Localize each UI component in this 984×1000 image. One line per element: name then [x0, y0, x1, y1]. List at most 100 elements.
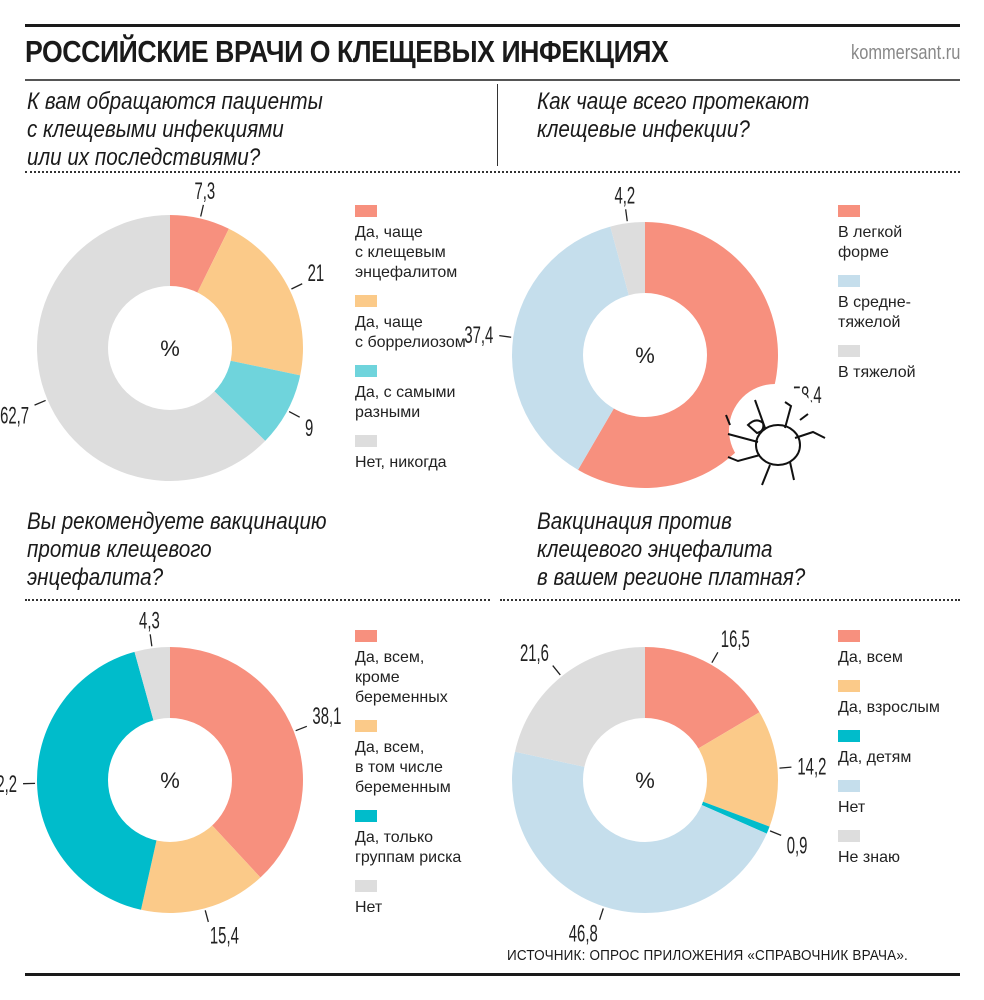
legend-label: Да, взрослым [838, 699, 940, 716]
site-credit: kommersant.ru [850, 42, 960, 64]
legend-label: Да, всем, в том числе беремен­ным [355, 739, 451, 796]
dotted-divider [25, 171, 960, 173]
value-label: 4,3 [139, 608, 160, 634]
legend-item: Нет [355, 880, 461, 918]
leader-line [499, 335, 512, 338]
leader-line [295, 725, 308, 732]
legend-label: Нет [355, 899, 383, 916]
value-label: 62,7 [0, 403, 29, 429]
bottom-rule [25, 973, 960, 976]
source-note: ИСТОЧНИК: ОПРОС ПРИЛОЖЕНИЯ «СПРАВОЧНИК В… [507, 947, 908, 964]
leader-line [291, 283, 303, 290]
leader-line [769, 830, 782, 837]
center-percent-label: % [635, 343, 655, 368]
tick-icon [725, 384, 826, 486]
donut-hole [583, 718, 707, 842]
legend-label: Да, только группам риска [355, 829, 462, 866]
legend-item: Да, чаще с боррелиозом [355, 295, 466, 353]
question-1: К вам обращаются пациенты с клещевыми ин… [27, 88, 323, 171]
legend-item: Не знаю [838, 830, 940, 868]
legend-swatch [355, 720, 377, 732]
legend-item: В тяжелой [838, 345, 916, 383]
legend-swatch [838, 830, 860, 842]
leader-line [625, 209, 628, 222]
value-label: 15,4 [210, 923, 239, 949]
value-label: 4,2 [615, 183, 636, 209]
leader-line [204, 910, 209, 923]
legend-label: Да, чаще с клещевым энцефалитом [355, 224, 458, 281]
legend-label: В средне- тяжелой [838, 294, 911, 331]
legend-item: Да, всем, кроме беременных [355, 630, 461, 708]
dotted-divider [25, 599, 490, 601]
legend-swatch [838, 630, 860, 642]
legend-item: Да, взрослым [838, 680, 940, 718]
slice [36, 651, 170, 910]
legend-swatch [838, 345, 860, 357]
leader-line [552, 665, 561, 676]
value-label: 42,2 [0, 771, 17, 797]
value-label: 14,2 [797, 754, 826, 780]
legend-item: Да, детям [838, 730, 940, 768]
legend-swatch [355, 365, 377, 377]
legend-label: Нет, никогда [355, 454, 447, 471]
legend-swatch [355, 205, 377, 217]
legend-label: Да, с самыми разными [355, 384, 456, 421]
leader-line [149, 634, 153, 647]
value-label: 21,6 [520, 640, 549, 666]
legend-swatch [838, 780, 860, 792]
legend-label: Нет [838, 799, 866, 816]
legend-label: Не знаю [838, 849, 900, 866]
divider [497, 84, 498, 166]
legend-swatch [838, 275, 860, 287]
donut-hole [583, 293, 707, 417]
leader-line [200, 204, 205, 217]
leader-line [34, 399, 46, 406]
center-percent-label: % [160, 336, 180, 361]
legend-swatch [838, 205, 860, 217]
value-label: 37,4 [464, 322, 493, 348]
legend-item: Да, только группам риска [355, 810, 461, 868]
legend-item: В средне- тяжелой [838, 275, 916, 333]
legend-swatch [838, 730, 860, 742]
legend-swatch [355, 630, 377, 642]
legend-swatch [355, 810, 377, 822]
slice [511, 226, 645, 470]
slice [170, 647, 303, 878]
legend-item: Да, с самыми разными [355, 365, 466, 423]
legend-2: В легкой форме В средне- тяжелой В тяжелой [838, 205, 916, 395]
center-percent-label: % [160, 768, 180, 793]
legend-label: Да, всем, кроме беременных [355, 649, 448, 706]
question-3: Вы рекомендуете вакцинацию против клещев… [27, 508, 327, 591]
legend-item: Нет, никогда [355, 435, 466, 473]
legend-label: В легкой форме [838, 224, 903, 261]
question-2: Как чаще всего протекают клещевые инфекц… [537, 88, 810, 143]
legend-item: Нет [838, 780, 940, 818]
donut-hole [108, 718, 232, 842]
value-label: 9 [305, 416, 313, 442]
legend-label: Да, всем [838, 649, 903, 666]
leader-line [779, 766, 792, 769]
legend-swatch [355, 295, 377, 307]
legend-item: Да, чаще с клещевым энцефалитом [355, 205, 466, 283]
center-percent-label: % [635, 768, 655, 793]
legend-swatch [838, 680, 860, 692]
legend-label: Да, чаще с боррелиозом [355, 314, 466, 351]
value-label: 38,1 [312, 704, 341, 730]
value-label: 21 [308, 261, 325, 287]
legend-item: Да, всем [838, 630, 940, 668]
value-label: 7,3 [194, 179, 215, 205]
value-label: 0,9 [787, 833, 808, 859]
legend-label: В тяжелой [838, 364, 916, 381]
value-label: 46,8 [569, 921, 598, 947]
legend-4: Да, всем Да, взрослым Да, детям Нет Не знаю [838, 630, 940, 880]
legend-swatch [355, 880, 377, 892]
leader-line [598, 908, 604, 921]
page-title: РОССИЙСКИЕ ВРАЧИ О КЛЕЩЕВЫХ ИНФЕКЦИЯХ [25, 34, 669, 69]
legend-swatch [355, 435, 377, 447]
title-rule [25, 79, 960, 81]
